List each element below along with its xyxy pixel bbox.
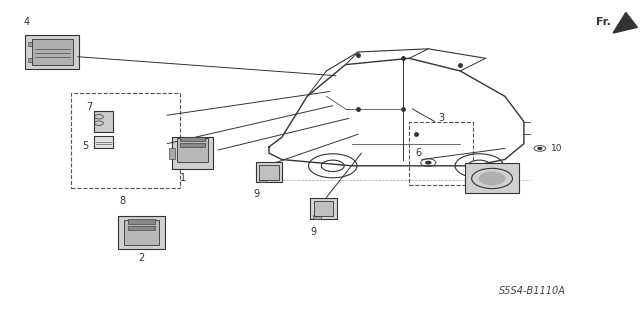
Text: 5: 5 bbox=[83, 141, 88, 151]
FancyBboxPatch shape bbox=[26, 34, 79, 69]
FancyBboxPatch shape bbox=[180, 143, 205, 147]
Circle shape bbox=[426, 161, 431, 164]
Text: 3: 3 bbox=[438, 113, 444, 123]
Text: 7: 7 bbox=[86, 102, 92, 112]
Text: 8: 8 bbox=[120, 196, 125, 206]
FancyBboxPatch shape bbox=[180, 137, 205, 141]
Polygon shape bbox=[613, 12, 637, 33]
FancyBboxPatch shape bbox=[94, 111, 113, 132]
FancyBboxPatch shape bbox=[31, 39, 73, 65]
Text: S5S4-B1110A: S5S4-B1110A bbox=[499, 286, 565, 296]
FancyBboxPatch shape bbox=[465, 163, 519, 194]
Text: 6: 6 bbox=[416, 148, 422, 158]
FancyBboxPatch shape bbox=[28, 57, 36, 62]
Text: 10: 10 bbox=[550, 144, 562, 153]
Text: 2: 2 bbox=[138, 253, 145, 263]
FancyBboxPatch shape bbox=[314, 201, 333, 216]
FancyBboxPatch shape bbox=[259, 165, 278, 180]
FancyBboxPatch shape bbox=[67, 46, 74, 58]
FancyBboxPatch shape bbox=[169, 148, 175, 159]
Circle shape bbox=[538, 147, 541, 149]
FancyBboxPatch shape bbox=[118, 216, 166, 249]
FancyBboxPatch shape bbox=[128, 219, 155, 224]
FancyBboxPatch shape bbox=[310, 198, 337, 219]
Circle shape bbox=[479, 172, 505, 185]
Text: 1: 1 bbox=[180, 174, 186, 183]
FancyBboxPatch shape bbox=[313, 215, 321, 219]
Text: 9: 9 bbox=[310, 227, 317, 237]
FancyBboxPatch shape bbox=[255, 162, 282, 182]
FancyBboxPatch shape bbox=[128, 226, 155, 231]
FancyBboxPatch shape bbox=[177, 138, 208, 162]
Text: Fr.: Fr. bbox=[596, 17, 611, 27]
FancyBboxPatch shape bbox=[94, 136, 113, 148]
Text: 4: 4 bbox=[24, 17, 30, 27]
Text: 9: 9 bbox=[253, 189, 259, 199]
FancyBboxPatch shape bbox=[172, 137, 213, 169]
FancyBboxPatch shape bbox=[124, 219, 159, 245]
FancyBboxPatch shape bbox=[259, 178, 266, 182]
FancyBboxPatch shape bbox=[28, 42, 36, 47]
